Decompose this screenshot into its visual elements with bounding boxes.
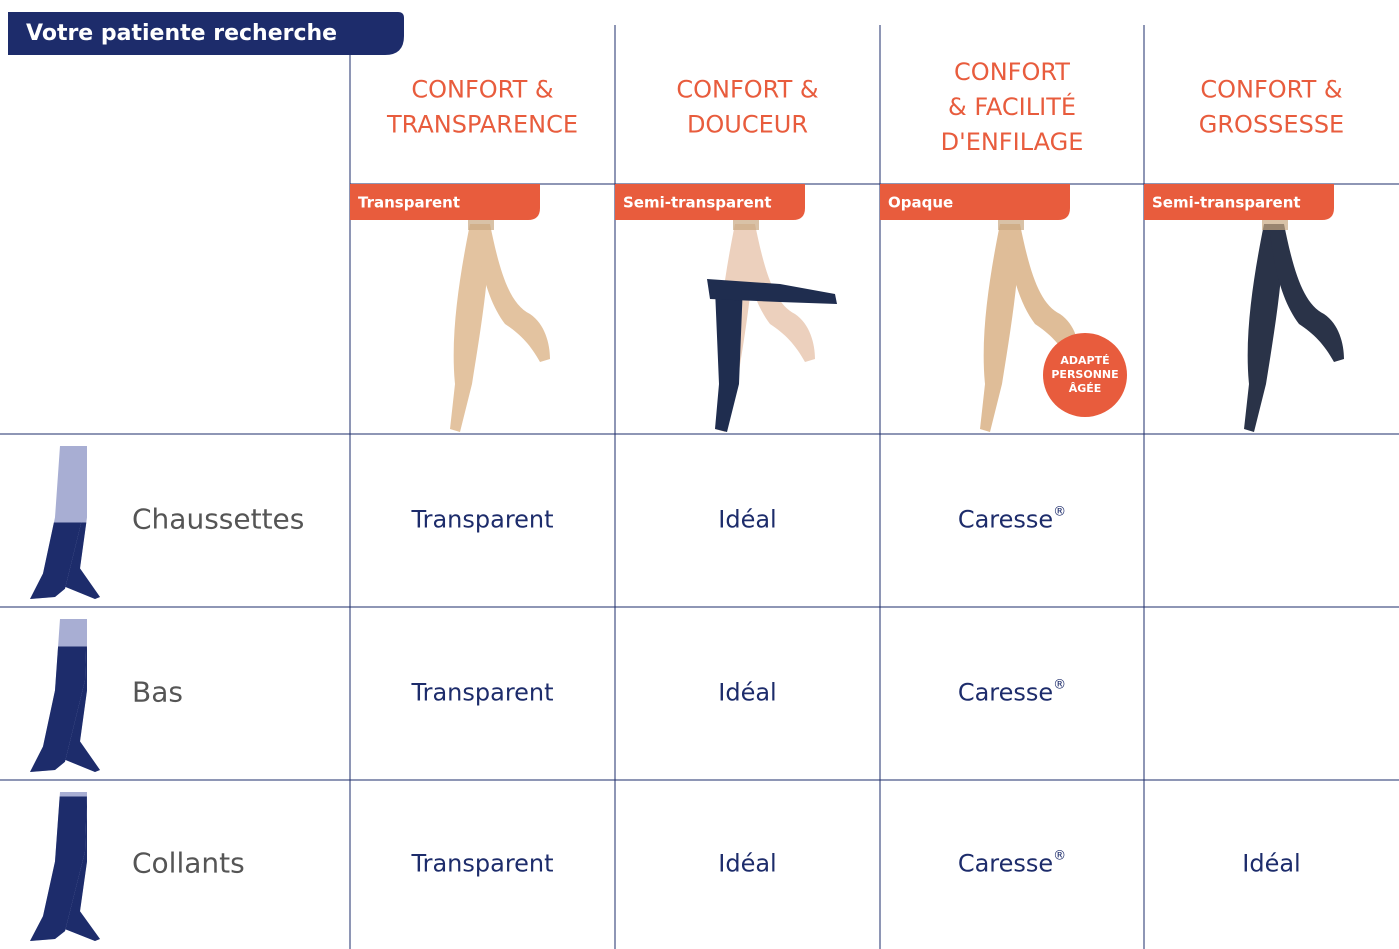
column-heading: GROSSESSE bbox=[1199, 111, 1344, 139]
tag-background bbox=[350, 184, 540, 220]
tag-background bbox=[880, 184, 1070, 220]
column-heading: CONFORT & bbox=[676, 76, 818, 104]
sock bbox=[707, 279, 837, 304]
band bbox=[1262, 220, 1288, 230]
cell-name: Idéal bbox=[718, 679, 776, 707]
cell-name: Idéal bbox=[718, 506, 776, 534]
product-image bbox=[707, 220, 837, 432]
title: Votre patiente recherche bbox=[26, 21, 337, 46]
cell-name: Idéal bbox=[1242, 850, 1300, 878]
row-label: Bas bbox=[132, 676, 183, 709]
column-heading: CONFORT & bbox=[1200, 76, 1342, 104]
band bbox=[733, 220, 759, 230]
tag: Semi-transparent bbox=[1152, 194, 1301, 212]
row-label: Chaussettes bbox=[132, 503, 304, 536]
cell-text: Caresse® bbox=[958, 504, 1066, 534]
cell-name: Caresse bbox=[958, 679, 1053, 707]
column-heading: CONFORT & bbox=[411, 76, 553, 104]
garment-icon bbox=[30, 619, 100, 772]
cell-text: Idéal bbox=[718, 850, 776, 878]
cell-text: Caresse® bbox=[958, 848, 1066, 878]
row-label: Collants bbox=[132, 847, 245, 880]
sock bbox=[715, 284, 743, 432]
cell-text: Transparent bbox=[410, 850, 553, 878]
leg bbox=[740, 224, 815, 362]
leg bbox=[1005, 224, 1080, 362]
cell-name: Transparent bbox=[410, 850, 553, 878]
product-image bbox=[450, 220, 550, 432]
product-image bbox=[980, 220, 1080, 432]
badge-background bbox=[1043, 333, 1127, 417]
garment-icon bbox=[30, 792, 100, 941]
tag: Semi-transparent bbox=[623, 194, 772, 212]
cell-name: Idéal bbox=[718, 850, 776, 878]
leg bbox=[450, 224, 490, 432]
band bbox=[998, 220, 1024, 230]
title-tab bbox=[8, 12, 404, 55]
column-heading: TRANSPARENCE bbox=[386, 111, 578, 139]
cell-text: Idéal bbox=[718, 506, 776, 534]
band bbox=[468, 220, 494, 230]
product-image bbox=[1244, 220, 1344, 432]
cell-name: Transparent bbox=[410, 679, 553, 707]
cell-name: Caresse bbox=[958, 506, 1053, 534]
cell-text: Caresse® bbox=[958, 677, 1066, 707]
tag: Transparent bbox=[358, 194, 460, 212]
column-heading: & FACILITÉ bbox=[948, 92, 1076, 121]
garment-icon bbox=[30, 446, 100, 599]
badge-text: ÂGÉE bbox=[1069, 382, 1102, 395]
column-heading: DOUCEUR bbox=[687, 111, 808, 139]
cell-text: Transparent bbox=[410, 506, 553, 534]
cell-text: Idéal bbox=[1242, 850, 1300, 878]
cell-name: Caresse bbox=[958, 850, 1053, 878]
tag-background bbox=[1144, 184, 1334, 220]
cell-superscript: ® bbox=[1053, 848, 1066, 863]
tag: Opaque bbox=[888, 194, 953, 212]
badge-text: ADAPTÉ bbox=[1060, 354, 1109, 367]
tag-background bbox=[615, 184, 805, 220]
cell-name: Transparent bbox=[410, 506, 553, 534]
leg bbox=[980, 224, 1020, 432]
badge-text: PERSONNE bbox=[1051, 368, 1118, 381]
column-heading: CONFORT bbox=[954, 58, 1070, 86]
leg-dark bbox=[30, 796, 87, 941]
leg-dark bbox=[30, 522, 82, 599]
cell-text: Idéal bbox=[718, 679, 776, 707]
leg-dark bbox=[30, 646, 87, 772]
leg bbox=[1269, 224, 1344, 362]
leg bbox=[475, 224, 550, 362]
leg bbox=[1244, 224, 1284, 432]
cell-superscript: ® bbox=[1053, 504, 1066, 519]
cell-text: Transparent bbox=[410, 679, 553, 707]
cell-superscript: ® bbox=[1053, 677, 1066, 692]
column-heading: D'ENFILAGE bbox=[941, 128, 1084, 156]
